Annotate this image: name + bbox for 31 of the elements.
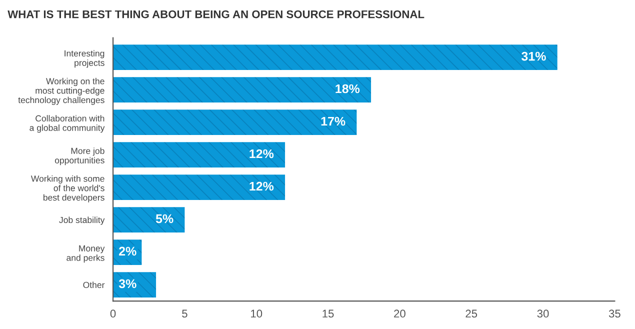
x-tick-label: 0 <box>110 310 116 318</box>
data-label: 5% <box>156 214 174 224</box>
bar <box>113 44 558 70</box>
x-tick-label: 15 <box>322 310 334 318</box>
data-label: 12% <box>250 149 274 158</box>
bar <box>113 142 286 168</box>
data-label: 18% <box>336 84 360 94</box>
x-tick-label: 5 <box>182 310 188 318</box>
x-tick-label: 20 <box>394 310 406 318</box>
y-tick-label: More job opportunities <box>54 148 104 166</box>
y-tick-label: Job stability <box>59 216 105 225</box>
bar <box>113 77 372 102</box>
x-tick-label: 30 <box>537 310 549 318</box>
bar <box>113 207 185 232</box>
y-tick-label: Collaboration with a global community <box>30 115 105 133</box>
x-tick-label: 35 <box>608 310 620 318</box>
y-tick-label: Money and perks <box>66 245 105 263</box>
chart-title: WHAT IS THE BEST THING ABOUT BEING AN OPEN SOURCE PROFESSIONAL <box>8 10 424 18</box>
bar <box>113 174 286 200</box>
bar <box>113 110 357 135</box>
y-tick-label: Working on the most cutting-edge technology challenges <box>18 78 104 105</box>
data-label: 2% <box>119 246 136 256</box>
data-label: 31% <box>522 52 546 61</box>
x-tick-label: 25 <box>466 310 478 318</box>
data-label: 12% <box>250 182 274 191</box>
data-label: 3% <box>118 279 136 288</box>
y-tick-label: Other <box>83 282 105 288</box>
y-tick-label: Working with some of the world's best developers <box>30 175 104 202</box>
y-tick-label: Interesting projects <box>64 50 104 68</box>
x-tick-label: 10 <box>251 310 262 318</box>
data-label: 17% <box>321 116 346 126</box>
